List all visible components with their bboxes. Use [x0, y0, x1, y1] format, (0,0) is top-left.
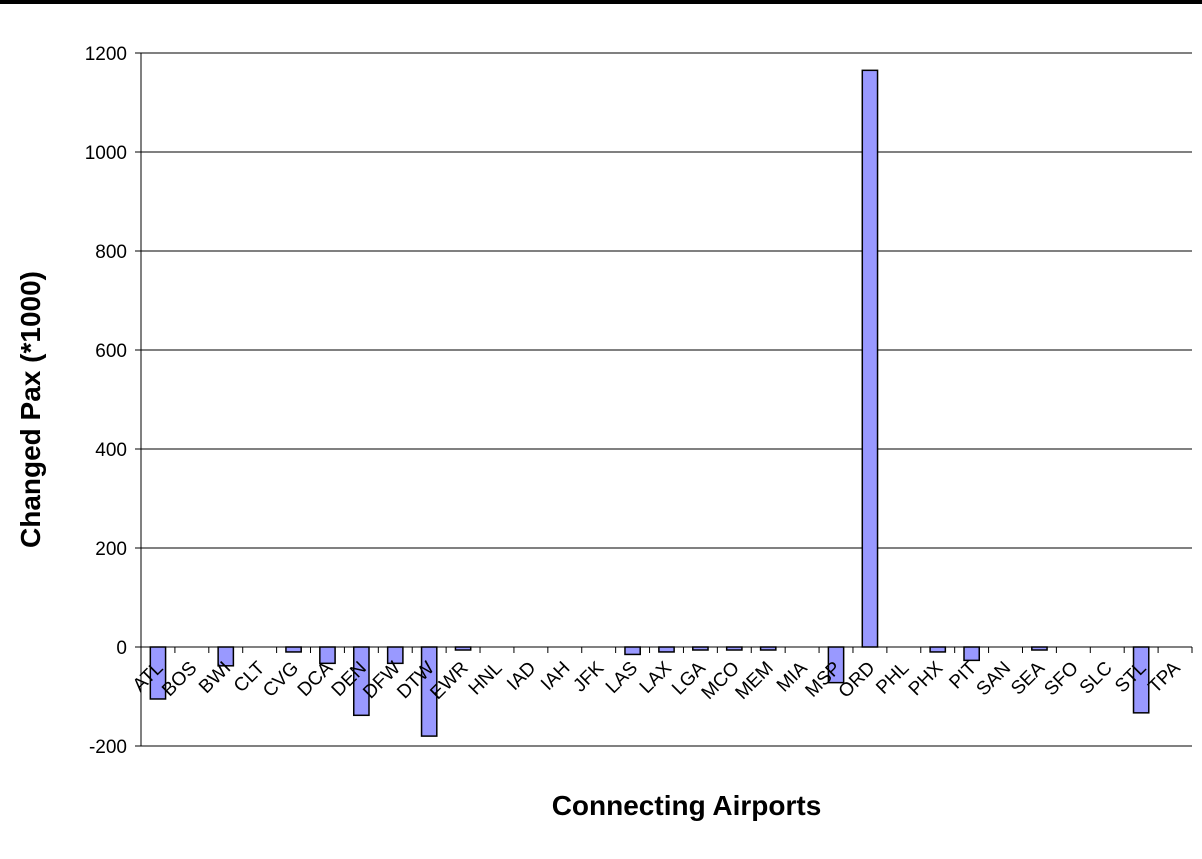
x-category-label: PHX [905, 657, 948, 700]
y-tick-label: 0 [116, 638, 127, 659]
y-tick-label: 200 [95, 539, 127, 560]
y-tick-label: 1000 [85, 143, 127, 164]
x-category-label: MCO [698, 658, 744, 704]
bar-ord [861, 69, 879, 648]
bar-lax [658, 646, 675, 653]
y-axis-title: Changed Pax (*1000) [15, 271, 46, 548]
x-category-label: MEM [732, 658, 778, 704]
y-tick-label: 600 [95, 341, 127, 362]
x-category-label: LAX [636, 657, 676, 697]
top-border-rule [0, 0, 1202, 4]
x-category-label: SEA [1007, 657, 1049, 699]
x-category-label: IAD [503, 658, 540, 695]
x-category-label: SFO [1040, 658, 1082, 700]
y-tick-label: 1200 [85, 44, 127, 65]
x-category-label: LAS [602, 658, 642, 698]
x-category-label: TPA [1145, 657, 1185, 697]
x-category-label: IAH [537, 658, 574, 695]
y-tick-label: 800 [95, 242, 127, 263]
x-category-label: HNL [465, 658, 507, 700]
x-category-label: JFK [569, 657, 608, 696]
x-category-label: CVG [259, 658, 303, 702]
x-category-label: PHL [872, 658, 913, 699]
y-tick-label: 400 [95, 440, 127, 461]
bar-cvg [285, 646, 302, 653]
bar-phx [929, 646, 947, 653]
x-category-label: SLC [1076, 658, 1117, 699]
y-tick-label: -200 [89, 737, 127, 758]
x-category-label: SAN [973, 658, 1015, 700]
x-axis-title: Connecting Airports [552, 790, 822, 821]
bar-las [624, 646, 641, 656]
